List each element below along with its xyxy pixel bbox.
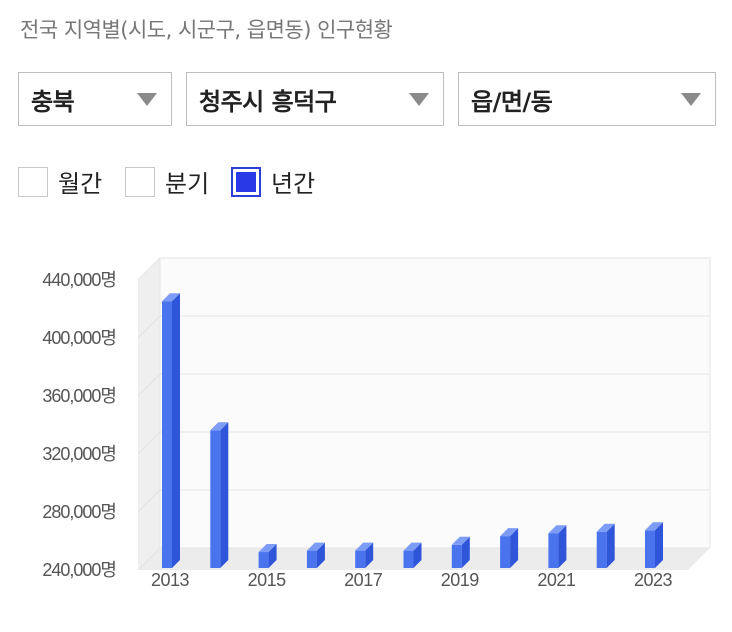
x-tick-label: 2019 [441,570,480,590]
period-yearly-checkbox[interactable]: 년간 [231,164,315,199]
chart-side-wall [138,258,160,570]
bar-top [645,522,663,531]
chevron-down-icon [409,93,429,106]
bar-side [172,293,180,568]
bar [451,544,462,568]
x-tick-label: 2015 [248,570,287,590]
district-select[interactable]: 청주시 흥덕구 [186,72,444,126]
town-select-value: 읍/면/동 [471,87,553,116]
period-label: 분기 [165,170,210,198]
bar-side [510,528,519,568]
y-tick-label: 440,000명 [42,270,116,290]
gridline-depth [137,315,161,339]
bar-side [606,523,615,568]
chevron-down-icon [137,93,157,106]
gridline-depth [137,257,161,281]
bar [548,533,559,568]
bar-top [403,542,422,551]
bar-side [365,542,374,568]
checkbox-icon [125,166,155,197]
bar-side [461,536,470,568]
chart-back-wall [159,257,711,549]
period-label: 월간 [58,170,103,198]
bar [403,550,414,568]
period-monthly-checkbox[interactable]: 월간 [18,164,102,199]
population-bar-chart: 240,000명 280,000명 320,000명 360,000명 400,000명… [42,257,711,590]
town-select[interactable]: 읍/면/동 [458,72,716,126]
bar-side [655,522,663,568]
bar-top [548,525,567,534]
bar [210,430,221,568]
period-quarterly-checkbox[interactable]: 분기 [125,164,209,199]
bar [162,301,172,568]
period-label: 년간 [271,170,316,198]
x-tick-label: 2013 [151,570,190,590]
y-tick-label: 320,000명 [42,444,116,464]
bar-top [258,544,277,553]
bar-top [306,542,325,551]
x-tick-label: 2023 [634,570,673,590]
district-select-value: 청주시 흥덕구 [199,87,337,116]
x-tick-label: 2021 [537,570,576,590]
y-tick-label: 400,000명 [42,328,116,348]
province-select[interactable]: 충북 [18,72,172,126]
bar-top [355,542,374,551]
bar-top [451,536,470,545]
y-tick-label: 280,000명 [42,502,116,522]
chevron-down-icon [681,93,701,106]
gridline-depth [137,373,161,397]
bar-top [210,422,229,431]
gridline-depth [137,431,161,455]
bar [596,531,607,568]
bar-top [596,523,615,532]
bar [258,552,269,568]
page-title: 전국 지역별(시도, 시군구, 읍면동) 인구현황 [20,18,393,42]
gridline-depth [137,489,161,513]
checkbox-icon [18,166,48,197]
bar [500,536,511,568]
checked-checkbox-icon [231,166,261,197]
bar [645,530,655,568]
y-tick-label: 360,000명 [42,386,116,406]
chart-floor [138,548,710,570]
province-select-value: 충북 [31,87,75,116]
x-tick-label: 2017 [344,570,383,590]
bar [355,550,366,568]
bar-top [162,293,180,302]
bar [306,550,317,568]
bar-side [268,544,277,568]
bar-side [316,542,325,568]
bar-side [413,542,422,568]
bar-side [220,422,229,568]
bar-side [558,525,567,568]
bar-top [500,528,519,537]
gridline-depth [137,547,161,571]
y-tick-label: 240,000명 [42,560,116,580]
